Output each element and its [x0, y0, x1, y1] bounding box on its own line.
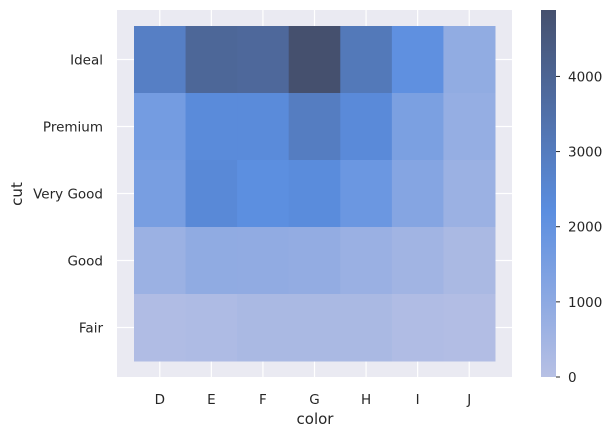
heatmap-cell-ideal-j [443, 26, 496, 94]
x-tick-label: F [259, 392, 267, 408]
heatmap-cell-premium-d [134, 93, 187, 161]
heatmap-cell-very-good-f [237, 160, 290, 228]
heatmap-cell-premium-h [340, 93, 393, 161]
colorbar-ticks: 0 1000 2000 3000 4000 [556, 69, 602, 386]
y-tick-label: Fair [79, 321, 104, 337]
y-tick-labels: Ideal Premium Very Good Good Fair [33, 53, 103, 337]
heatmap-cell-premium-g [288, 93, 341, 161]
y-tick-label: Premium [43, 120, 103, 136]
heatmap-cell-good-j [443, 227, 496, 295]
heatmap-cell-ideal-g [288, 26, 341, 94]
heatmap-cell-fair-d [134, 294, 187, 362]
heatmap-cell-fair-j [443, 294, 496, 362]
x-tick-label: H [361, 392, 371, 408]
heatmap-cell-fair-g [288, 294, 341, 362]
x-axis-label: color [297, 410, 335, 428]
heatmap-cell-fair-h [340, 294, 393, 362]
heatmap-cell-fair-e [185, 294, 238, 362]
y-tick-label: Ideal [70, 53, 103, 69]
heatmap-cell-premium-f [237, 93, 290, 161]
x-tick-label: E [207, 392, 216, 408]
heatmap-cell-very-good-h [340, 160, 393, 228]
heatmap-cell-fair-i [391, 294, 444, 362]
x-tick-label: J [466, 392, 471, 408]
heatmap-cell-very-good-d [134, 160, 187, 228]
heatmap-cell-premium-i [391, 93, 444, 161]
heatmap-cell-good-h [340, 227, 393, 295]
heatmap-cell-good-d [134, 227, 187, 295]
heatmap-cell-ideal-h [340, 26, 393, 94]
x-tick-label: D [155, 392, 165, 408]
y-tick-label: Very Good [33, 187, 103, 203]
heatmap-cell-very-good-i [391, 160, 444, 228]
heatmap-cells [134, 26, 496, 362]
colorbar [541, 10, 556, 377]
colorbar-tick-label: 3000 [568, 145, 602, 161]
y-axis-label: cut [8, 182, 26, 206]
heatmap-cell-premium-e [185, 93, 238, 161]
heatmap-cell-good-e [185, 227, 238, 295]
colorbar-tick-label: 4000 [568, 69, 602, 85]
heatmap-cell-ideal-e [185, 26, 238, 94]
heatmap-cell-good-i [391, 227, 444, 295]
heatmap-cell-good-f [237, 227, 290, 295]
heatmap-cell-fair-f [237, 294, 290, 362]
heatmap-cell-ideal-i [391, 26, 444, 94]
heatmap-cell-good-g [288, 227, 341, 295]
heatmap-cell-very-good-g [288, 160, 341, 228]
heatmap-cell-very-good-e [185, 160, 238, 228]
y-tick-label: Good [67, 254, 103, 270]
colorbar-tick-label: 1000 [568, 295, 602, 311]
x-tick-labels: D E F G H I J [155, 392, 472, 408]
heatmap-cell-ideal-d [134, 26, 187, 94]
x-tick-label: I [416, 392, 420, 408]
heatmap-cell-ideal-f [237, 26, 290, 94]
colorbar-tick-label: 0 [568, 370, 577, 386]
heatmap-cell-premium-j [443, 93, 496, 161]
x-tick-label: G [309, 392, 319, 408]
colorbar-tick-label: 2000 [568, 220, 602, 236]
heatmap-cell-very-good-j [443, 160, 496, 228]
